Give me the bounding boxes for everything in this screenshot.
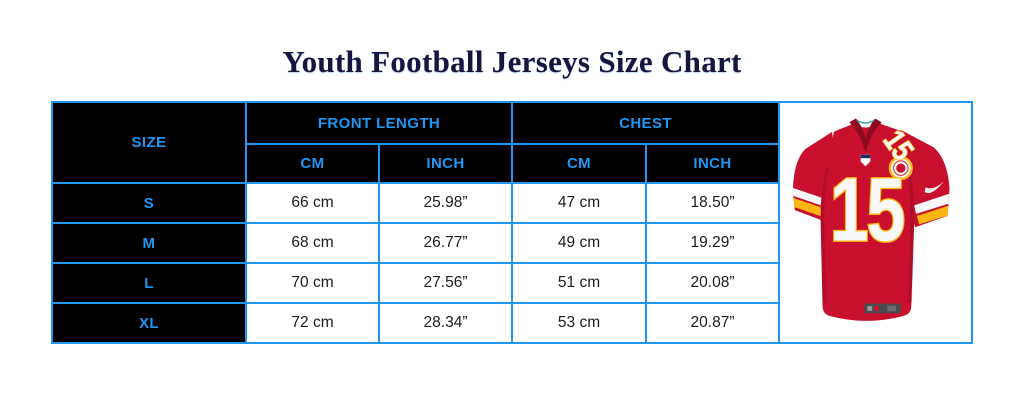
size-chart-table: SIZE FRONT LENGTH CHEST CM INCH CM INCH … [51,101,781,344]
table-row-xl: XL 72 cm 28.34” 53 cm 20.87” [51,302,781,344]
col-header-size: SIZE [51,101,247,184]
front-cm-value: 72 cm [245,302,380,344]
jersey-image: 15 15 [792,117,950,321]
col-header-front-length: FRONT LENGTH [244,101,514,145]
front-inch-value: 25.98” [377,182,514,224]
front-cm-value: 68 cm [245,222,380,264]
svg-text:15: 15 [829,160,903,260]
chest-cm-value: 49 cm [511,222,648,264]
size-label: L [51,262,247,304]
jock-tag [864,303,901,313]
col-header-chest: CHEST [511,101,781,145]
chest-inch-value: 19.29” [645,222,781,264]
header-row-groups: SIZE FRONT LENGTH CHEST [51,101,781,184]
header-row-units: CM INCH CM INCH [52,143,781,184]
chest-cm-value: 53 cm [511,302,648,344]
col-header-chest-inch: INCH [645,143,781,184]
front-inch-value: 28.34” [377,302,514,344]
col-header-chest-cm: CM [511,143,648,184]
team-patch-icon [888,155,913,180]
nfl-shield-icon [860,154,870,166]
page-title: Youth Football Jerseys Size Chart [282,44,742,79]
chest-cm-value: 47 cm [511,182,648,224]
table-row-l: L 70 cm 27.56” 51 cm 20.08” [51,262,781,304]
size-label: XL [51,302,247,344]
size-label: S [51,182,247,224]
table-row-s: S 66 cm 25.98” 47 cm 18.50” [51,182,781,224]
front-inch-value: 27.56” [377,262,514,304]
jersey-photo-box: 15 15 [780,101,973,344]
chest-number: 15 [828,159,907,262]
front-inch-value: 26.77” [377,222,514,264]
collar [848,117,882,153]
nike-swoosh-icon [924,180,944,193]
chest-inch-value: 20.87” [645,302,781,344]
chest-cm-value: 51 cm [511,262,648,304]
table-row-m: M 68 cm 26.77” 49 cm 19.29” [51,222,781,264]
front-cm-value: 66 cm [245,182,380,224]
chest-inch-value: 18.50” [645,182,781,224]
col-header-front-cm: CM [245,143,380,184]
size-label: M [51,222,247,264]
front-cm-value: 70 cm [245,262,380,304]
size-chart-area: SIZE FRONT LENGTH CHEST CM INCH CM INCH … [51,101,973,344]
col-header-front-inch: INCH [377,143,514,184]
chest-inch-value: 20.08” [645,262,781,304]
